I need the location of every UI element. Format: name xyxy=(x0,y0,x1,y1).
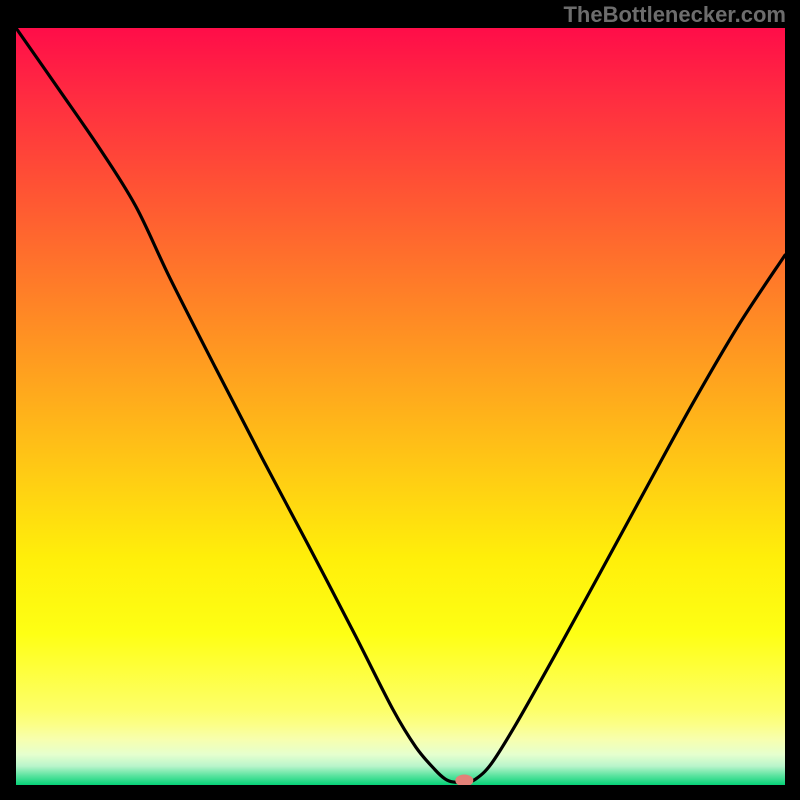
watermark: TheBottlenecker.com xyxy=(563,2,786,28)
bottleneck-chart xyxy=(16,28,785,785)
chart-background xyxy=(16,28,785,785)
chart-svg xyxy=(16,28,785,785)
